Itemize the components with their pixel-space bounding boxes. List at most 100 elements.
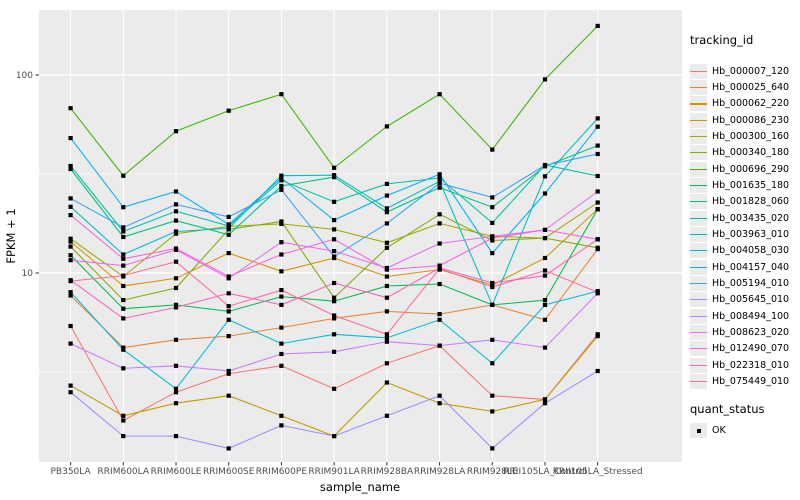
legend-item-Hb_000086_230: Hb_000086_230 (690, 112, 798, 128)
data-point-Hb_000086_230 (68, 383, 73, 388)
data-point-Hb_000300_160 (595, 200, 600, 205)
data-point-Hb_000696_290 (173, 129, 179, 134)
data-point-Hb_000696_290 (542, 77, 548, 82)
data-point-Hb_075449_010 (279, 288, 284, 293)
legend-item-Hb_001635_180: Hb_001635_180 (690, 177, 798, 193)
data-point-Hb_000300_160 (332, 227, 337, 232)
data-point-Hb_012490_070 (279, 252, 284, 257)
data-point-Hb_005194_010 (332, 254, 337, 259)
data-point-Hb_005645_010 (490, 446, 495, 451)
data-point-Hb_000086_230 (384, 380, 389, 385)
data-point-Hb_005645_010 (68, 390, 73, 395)
legend-item-Hb_005645_010: Hb_005645_010 (690, 292, 798, 308)
x-tick-label: RRIM600SE (203, 467, 255, 477)
data-point-Hb_005194_010 (384, 221, 389, 226)
data-point-Hb_004157_040 (279, 175, 284, 181)
data-point-Hb_008623_020 (279, 240, 284, 245)
data-point-Hb_000007_120 (384, 361, 389, 366)
legend: tracking_id Hb_000007_120 Hb_000025_640 Hb… (690, 33, 798, 439)
data-point-Hb_004157_040 (384, 193, 389, 198)
legend-item-Hb_004058_030: Hb_004058_030 (690, 243, 798, 259)
line-swatch-icon (690, 119, 707, 121)
data-point-Hb_012490_070 (542, 227, 548, 232)
x-tick-label: PB350LA (51, 467, 92, 477)
data-point-Hb_012490_070 (437, 263, 442, 268)
data-point-Hb_008623_020 (121, 263, 126, 268)
data-point-Hb_000062_220 (542, 255, 548, 261)
data-point-Hb_000340_180 (68, 244, 73, 249)
data-point-Hb_001828_060 (121, 234, 126, 240)
data-point-Hb_000696_290 (437, 92, 442, 97)
x-tick-label: RRIM901LA (308, 467, 360, 477)
data-point-Hb_075449_010 (542, 268, 548, 273)
data-point-Hb_000696_290 (490, 147, 495, 152)
data-point-Hb_004157_040 (595, 124, 600, 129)
legend-item-label: Hb_000025_640 (712, 81, 790, 93)
data-point-Hb_001635_180 (121, 306, 126, 311)
data-point-Hb_000062_220 (226, 251, 231, 256)
line-swatch-icon (690, 233, 707, 236)
data-point-Hb_000025_640 (542, 317, 548, 322)
data-point-Hb_004058_030 (173, 386, 179, 391)
data-point-Hb_000025_640 (332, 316, 337, 321)
y-axis-title: FPKM + 1 (4, 208, 18, 263)
legend-item-Hb_000062_220: Hb_000062_220 (690, 96, 798, 112)
data-point-Hb_003963_010 (542, 174, 548, 179)
legend-item-Hb_022318_010: Hb_022318_010 (690, 357, 798, 373)
legend-key-Hb_003963_010 (690, 226, 707, 242)
data-point-Hb_004058_030 (490, 361, 495, 366)
legend-item-label: Hb_000086_230 (712, 114, 790, 126)
legend-key-Hb_001635_180 (690, 177, 707, 193)
legend-key-Hb_000025_640 (690, 79, 707, 95)
legend-item-label: Hb_003963_010 (712, 228, 790, 240)
data-point-Hb_008494_100 (279, 351, 284, 357)
data-point-Hb_075449_010 (595, 290, 600, 295)
line-swatch-icon (690, 70, 707, 72)
legend-item-label: Hb_005194_010 (712, 277, 790, 289)
data-point-Hb_005194_010 (437, 181, 442, 186)
data-point-Hb_003963_010 (490, 302, 495, 307)
legend-key-Hb_075449_010 (690, 373, 707, 389)
line-swatch-icon (690, 184, 707, 187)
data-point-Hb_003963_010 (384, 206, 389, 211)
data-point-Hb_004157_040 (173, 189, 179, 194)
legend-key-Hb_004157_040 (690, 259, 707, 275)
legend-item-label: Hb_001635_180 (712, 179, 790, 191)
legend-item-Hb_008494_100: Hb_008494_100 (690, 308, 798, 324)
legend-item-Hb_005194_010: Hb_005194_010 (690, 275, 798, 291)
data-point-Hb_022318_010 (226, 291, 231, 296)
data-point-Hb_000025_640 (173, 337, 179, 342)
data-point-Hb_001635_180 (173, 302, 179, 307)
x-tick-label: RRIM600PE (256, 467, 308, 477)
data-point-Hb_000062_220 (279, 269, 284, 274)
data-point-Hb_004058_030 (332, 332, 337, 337)
data-point-Hb_000025_640 (226, 334, 231, 339)
data-point-Hb_008623_020 (437, 241, 442, 246)
data-point-Hb_003963_010 (332, 173, 337, 178)
line-swatch-icon (690, 250, 707, 252)
data-point-Hb_003435_020 (332, 199, 337, 204)
data-point-Hb_001635_180 (68, 253, 73, 258)
data-point-Hb_004157_040 (437, 172, 442, 177)
data-point-Hb_008494_100 (226, 368, 231, 374)
legend-item-label: Hb_075449_010 (712, 375, 790, 387)
data-point-Hb_001635_180 (542, 298, 548, 303)
x-tick-label: RRIM600LA (98, 467, 150, 477)
data-point-Hb_000300_160 (384, 240, 389, 245)
legend-item-label: Hb_000696_290 (712, 163, 790, 175)
data-point-Hb_022318_010 (121, 316, 126, 321)
data-point-Hb_012490_070 (332, 237, 337, 242)
data-point-Hb_000340_180 (173, 285, 179, 291)
data-point-Hb_000062_220 (173, 276, 179, 281)
data-point-Hb_004157_040 (226, 222, 231, 227)
data-point-Hb_000696_290 (68, 106, 73, 111)
data-point-Hb_001828_060 (437, 185, 442, 190)
data-point-Hb_003963_010 (173, 229, 179, 234)
data-point-Hb_001635_180 (279, 294, 284, 299)
legend-title-tracking-id: tracking_id (690, 33, 754, 47)
legend-key-Hb_003435_020 (690, 210, 707, 226)
legend-key-Hb_005645_010 (690, 292, 707, 308)
legend-item-label: Hb_003435_020 (712, 212, 790, 224)
data-point-Hb_075449_010 (173, 259, 179, 264)
data-point-Hb_003963_010 (279, 173, 284, 178)
